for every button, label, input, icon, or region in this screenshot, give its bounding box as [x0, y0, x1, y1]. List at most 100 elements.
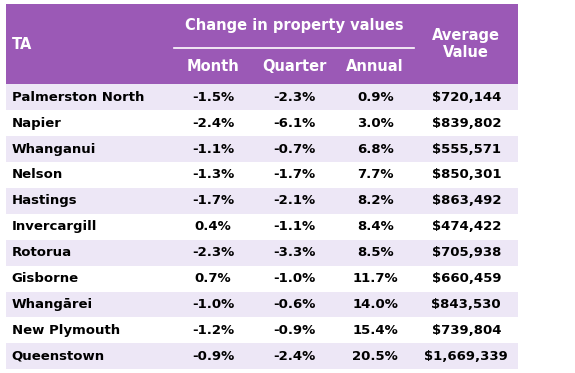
Text: $660,459: $660,459 — [431, 272, 501, 285]
Text: 6.8%: 6.8% — [357, 142, 393, 156]
FancyBboxPatch shape — [336, 48, 415, 84]
Text: -6.1%: -6.1% — [273, 117, 315, 130]
FancyBboxPatch shape — [415, 317, 518, 344]
Text: 3.0%: 3.0% — [357, 117, 393, 130]
Text: 8.2%: 8.2% — [357, 194, 393, 207]
Text: Queenstown: Queenstown — [12, 350, 105, 363]
FancyBboxPatch shape — [415, 292, 518, 317]
FancyBboxPatch shape — [252, 48, 336, 84]
Text: -1.1%: -1.1% — [273, 220, 315, 233]
FancyBboxPatch shape — [174, 240, 252, 266]
FancyBboxPatch shape — [174, 344, 252, 369]
Text: Palmerston North: Palmerston North — [12, 91, 144, 104]
FancyBboxPatch shape — [336, 110, 415, 136]
Text: -1.0%: -1.0% — [192, 298, 234, 311]
Text: Whanganui: Whanganui — [12, 142, 96, 156]
Text: $720,144: $720,144 — [432, 91, 501, 104]
Text: -1.7%: -1.7% — [273, 169, 315, 182]
Text: $739,804: $739,804 — [431, 324, 501, 337]
FancyBboxPatch shape — [415, 84, 518, 110]
FancyBboxPatch shape — [415, 240, 518, 266]
FancyBboxPatch shape — [174, 136, 252, 162]
FancyBboxPatch shape — [415, 110, 518, 136]
Text: $705,938: $705,938 — [432, 246, 501, 259]
FancyBboxPatch shape — [252, 266, 336, 292]
FancyBboxPatch shape — [415, 266, 518, 292]
Text: 14.0%: 14.0% — [352, 298, 398, 311]
FancyBboxPatch shape — [174, 317, 252, 344]
FancyBboxPatch shape — [6, 240, 174, 266]
Text: New Plymouth: New Plymouth — [12, 324, 120, 337]
FancyBboxPatch shape — [252, 84, 336, 110]
FancyBboxPatch shape — [415, 4, 518, 84]
FancyBboxPatch shape — [415, 136, 518, 162]
Text: 11.7%: 11.7% — [352, 272, 398, 285]
FancyBboxPatch shape — [336, 136, 415, 162]
FancyBboxPatch shape — [6, 292, 174, 317]
Text: $850,301: $850,301 — [431, 169, 501, 182]
FancyBboxPatch shape — [174, 266, 252, 292]
FancyBboxPatch shape — [252, 292, 336, 317]
Text: Napier: Napier — [12, 117, 62, 130]
Text: TA: TA — [12, 37, 32, 51]
FancyBboxPatch shape — [252, 162, 336, 188]
Text: Nelson: Nelson — [12, 169, 63, 182]
FancyBboxPatch shape — [336, 188, 415, 214]
FancyBboxPatch shape — [252, 240, 336, 266]
Text: -1.3%: -1.3% — [192, 169, 234, 182]
FancyBboxPatch shape — [6, 188, 174, 214]
FancyBboxPatch shape — [252, 188, 336, 214]
Text: -1.7%: -1.7% — [192, 194, 234, 207]
Text: $839,802: $839,802 — [431, 117, 501, 130]
FancyBboxPatch shape — [6, 84, 174, 110]
FancyBboxPatch shape — [415, 214, 518, 240]
FancyBboxPatch shape — [174, 292, 252, 317]
Text: Whangārei: Whangārei — [12, 298, 93, 311]
FancyBboxPatch shape — [252, 344, 336, 369]
Text: Hastings: Hastings — [12, 194, 77, 207]
Text: 8.5%: 8.5% — [357, 246, 393, 259]
Text: 0.7%: 0.7% — [195, 272, 231, 285]
Text: -1.0%: -1.0% — [273, 272, 315, 285]
Text: -2.4%: -2.4% — [192, 117, 234, 130]
FancyBboxPatch shape — [174, 214, 252, 240]
FancyBboxPatch shape — [336, 266, 415, 292]
FancyBboxPatch shape — [6, 214, 174, 240]
Text: -2.3%: -2.3% — [192, 246, 234, 259]
Text: $474,422: $474,422 — [432, 220, 501, 233]
FancyBboxPatch shape — [252, 317, 336, 344]
FancyBboxPatch shape — [6, 4, 174, 84]
FancyBboxPatch shape — [6, 344, 174, 369]
Text: $863,492: $863,492 — [431, 194, 501, 207]
FancyBboxPatch shape — [252, 136, 336, 162]
Text: Gisborne: Gisborne — [12, 272, 79, 285]
Text: 20.5%: 20.5% — [352, 350, 398, 363]
FancyBboxPatch shape — [252, 214, 336, 240]
Text: Invercargill: Invercargill — [12, 220, 97, 233]
Text: -2.1%: -2.1% — [273, 194, 315, 207]
Text: -0.6%: -0.6% — [273, 298, 315, 311]
FancyBboxPatch shape — [174, 188, 252, 214]
FancyBboxPatch shape — [174, 84, 252, 110]
FancyBboxPatch shape — [6, 266, 174, 292]
FancyBboxPatch shape — [174, 48, 252, 84]
Text: -0.7%: -0.7% — [273, 142, 315, 156]
FancyBboxPatch shape — [415, 162, 518, 188]
FancyBboxPatch shape — [336, 344, 415, 369]
Text: -1.2%: -1.2% — [192, 324, 234, 337]
FancyBboxPatch shape — [174, 4, 415, 48]
FancyBboxPatch shape — [6, 136, 174, 162]
Text: Month: Month — [186, 59, 239, 73]
FancyBboxPatch shape — [6, 317, 174, 344]
Text: -0.9%: -0.9% — [192, 350, 234, 363]
FancyBboxPatch shape — [336, 214, 415, 240]
Text: 8.4%: 8.4% — [357, 220, 393, 233]
Text: Rotorua: Rotorua — [12, 246, 72, 259]
Text: $1,669,339: $1,669,339 — [424, 350, 508, 363]
Text: 15.4%: 15.4% — [352, 324, 398, 337]
Text: -3.3%: -3.3% — [273, 246, 315, 259]
FancyBboxPatch shape — [6, 110, 174, 136]
FancyBboxPatch shape — [6, 162, 174, 188]
FancyBboxPatch shape — [415, 344, 518, 369]
FancyBboxPatch shape — [336, 292, 415, 317]
